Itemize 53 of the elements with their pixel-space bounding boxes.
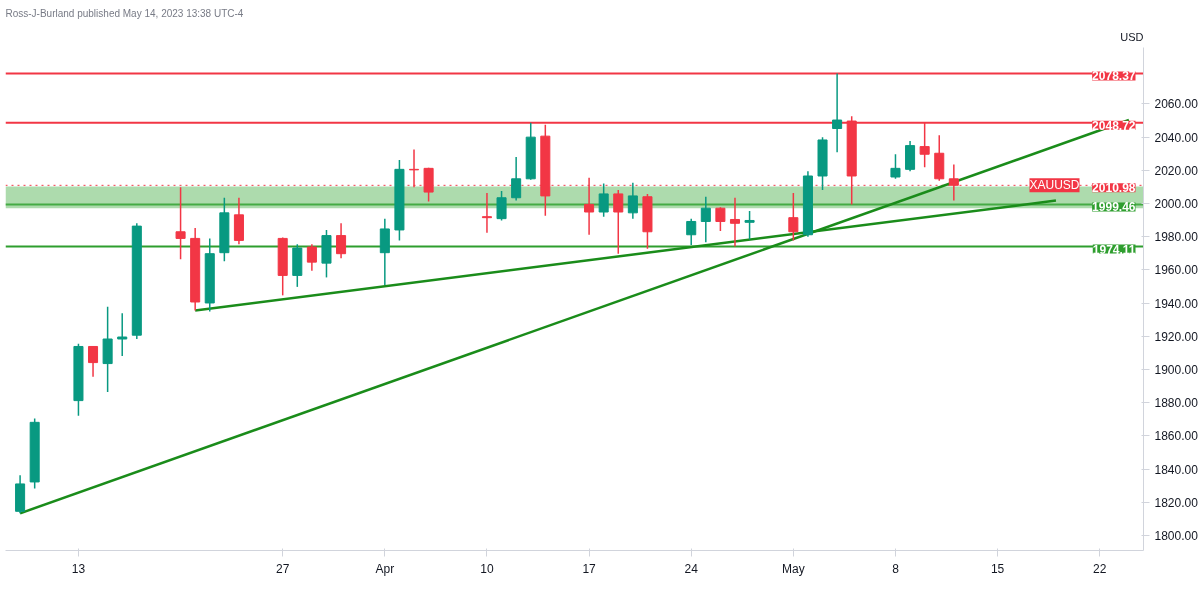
- y-tick-label: 2020.00: [1154, 163, 1199, 178]
- ref-line-label: 1999.46: [1092, 200, 1136, 215]
- candlestick: [306, 243, 317, 272]
- y-tick-label: 1820.00: [1154, 495, 1199, 510]
- candlestick: [496, 190, 507, 222]
- y-tick-label: 2000.00: [1154, 197, 1199, 212]
- x-tick-label: 27: [276, 561, 290, 576]
- x-tick-label: 22: [1093, 561, 1107, 576]
- y-tick-label: 2040.00: [1154, 130, 1199, 145]
- candlestick: [715, 206, 726, 232]
- candlestick: [336, 222, 347, 260]
- candlestick: [729, 196, 741, 248]
- x-tick-label: 13: [71, 561, 86, 576]
- y-tick-label: 1800.00: [1154, 529, 1199, 544]
- ref-line-label: 2078.37: [1092, 69, 1136, 84]
- annotation: XAUUSD: [1029, 178, 1080, 193]
- candlestick: [627, 181, 638, 220]
- x-tick-label: 10: [480, 561, 494, 576]
- x-tick-label: 17: [582, 561, 597, 576]
- x-tick-label: Apr: [375, 561, 395, 576]
- candlestick: [88, 345, 99, 378]
- y-tick-label: 1880.00: [1154, 396, 1199, 411]
- candlestick: [890, 153, 901, 180]
- y-tick-label: 1940.00: [1154, 296, 1199, 311]
- x-tick-label: 8: [892, 561, 900, 576]
- candlestick: [117, 312, 128, 357]
- candlestick: [613, 189, 624, 255]
- text: Ross-J-Burland published May 14, 2023 13:38 UTC-4: [5, 7, 244, 19]
- candlestick: [584, 177, 595, 236]
- candlestick: [700, 195, 711, 243]
- candlestick: [788, 192, 799, 242]
- x-tick-label: 15: [990, 561, 1005, 576]
- y-tick-label: 2060.00: [1154, 97, 1199, 112]
- x-tick-label: May: [782, 561, 805, 576]
- y-tick-label: 1840.00: [1154, 462, 1199, 477]
- y-tick-label: 1980.00: [1154, 230, 1199, 245]
- y-tick-label: 1960.00: [1154, 263, 1199, 278]
- candlestick: [598, 182, 609, 218]
- ref-line-label: 2048.72: [1092, 118, 1136, 133]
- candlestick: [744, 210, 755, 241]
- y-tick-label: 1920.00: [1154, 329, 1199, 344]
- candlestick: [511, 156, 522, 202]
- candlestick: [905, 140, 916, 172]
- ref-line-label: 2010.98: [1092, 181, 1136, 196]
- y-tick-label: 1900.00: [1154, 363, 1199, 378]
- candlestick: [832, 72, 843, 153]
- candlestick: [686, 217, 697, 246]
- y-tick-label: 1860.00: [1154, 429, 1199, 444]
- x-tick-label: 24: [684, 561, 699, 576]
- ref-line-label: 1974.11: [1092, 242, 1136, 257]
- candlestick: [379, 217, 390, 286]
- y-axis-title: USD: [1120, 30, 1144, 43]
- candlestick: [481, 192, 492, 234]
